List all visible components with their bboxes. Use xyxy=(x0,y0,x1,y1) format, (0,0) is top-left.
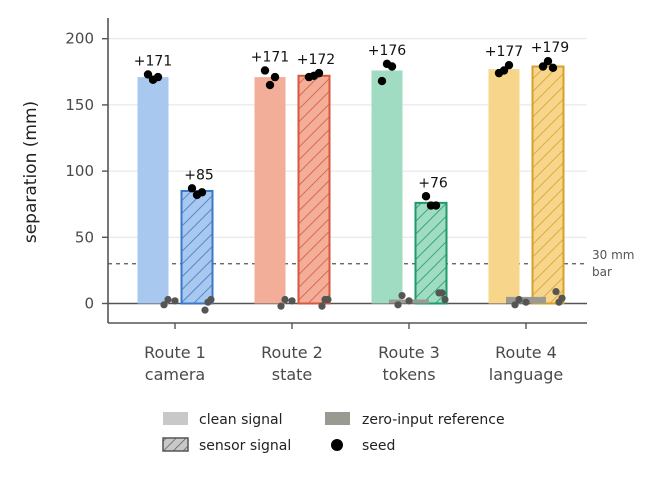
y-tick-label: 0 xyxy=(84,295,94,313)
seed-point-zero-clean xyxy=(171,297,179,305)
seed-point-zero-sensor xyxy=(441,295,449,304)
data-label-sensor: +85 xyxy=(184,167,214,183)
data-label-clean: +171 xyxy=(134,53,172,69)
x-tick-label-sub: tokens xyxy=(382,365,435,384)
bars xyxy=(137,65,565,305)
legend-item-sensor-signal: sensor signal xyxy=(162,437,291,454)
x-tick-label: Route 1 xyxy=(144,343,206,362)
seed-point-zero-sensor xyxy=(324,295,332,304)
data-label-clean: +176 xyxy=(368,43,407,59)
legend-label-clean: clean signal xyxy=(199,412,283,428)
x-tick-label-sub: state xyxy=(272,365,313,384)
legend-swatch-sensor xyxy=(162,437,189,452)
seed-point-sensor xyxy=(421,192,431,201)
seed-point-clean xyxy=(265,80,275,90)
seed-point-zero-sensor xyxy=(438,289,446,297)
reference-line-label: 30 mm xyxy=(592,248,634,262)
y-tick-label: 200 xyxy=(65,30,94,48)
y-tick-label: 50 xyxy=(75,228,94,246)
reference-line-label-2: bar xyxy=(592,265,612,279)
legend-swatch-clean xyxy=(163,412,188,425)
seed-point-zero-clean xyxy=(277,302,285,310)
bar-sensor-signal xyxy=(297,74,331,305)
seed-point-zero-clean xyxy=(394,301,402,309)
seed-point-sensor xyxy=(314,68,324,78)
data-label-sensor: +76 xyxy=(418,175,448,191)
x-tick-label-sub: language xyxy=(489,365,564,384)
seed-point-clean xyxy=(270,72,280,82)
data-label-clean: +171 xyxy=(251,49,289,65)
seed-point-sensor xyxy=(431,201,441,210)
data-labels: +171 +85 +171 +172 +176 +76 +177 +179 xyxy=(134,40,569,191)
legend-item-seed: seed xyxy=(331,438,395,454)
seed-point-zero-clean xyxy=(515,295,523,304)
seed-point-zero-sensor xyxy=(558,294,566,302)
seed-point-sensor xyxy=(548,63,558,73)
seed-points xyxy=(143,57,566,314)
seed-point-clean xyxy=(143,70,153,79)
seed-point-clean xyxy=(377,76,387,86)
seed-point-zero-clean xyxy=(522,298,530,306)
bar-clean-signal xyxy=(371,70,403,304)
y-tick-label: 100 xyxy=(65,162,94,180)
seed-point-sensor xyxy=(187,184,197,193)
bar-clean-signal xyxy=(254,77,286,304)
legend-item-zero-reference: zero-input reference xyxy=(325,412,505,428)
y-tick-label: 150 xyxy=(65,96,94,114)
data-label-sensor: +179 xyxy=(531,40,569,56)
bar-sensor-signal xyxy=(531,65,565,305)
legend-label-seed: seed xyxy=(362,438,395,454)
y-axis-label: separation (mm) xyxy=(21,101,41,243)
legend-item-clean-signal: clean signal xyxy=(163,412,283,428)
seed-point-clean xyxy=(153,72,163,82)
legend: clean signal sensor signal zero-input re… xyxy=(162,412,505,454)
seed-point-zero-clean xyxy=(511,301,519,309)
data-label-clean: +177 xyxy=(485,44,523,60)
bar-sensor-signal xyxy=(180,189,214,305)
bar-sensor-signal xyxy=(414,201,448,305)
seed-point-clean xyxy=(387,62,397,71)
x-ticks: Route 1 camera Route 2 state Route 3 tokens Ro… xyxy=(144,323,563,384)
reference-line-group: 30 mm bar xyxy=(108,248,634,279)
seed-point-clean xyxy=(499,66,509,75)
seed-point-zero-sensor xyxy=(201,306,209,314)
seed-point-sensor xyxy=(538,62,548,71)
seed-point-zero-clean xyxy=(160,301,168,309)
legend-swatch-zero xyxy=(325,412,350,425)
x-tick-label-sub: camera xyxy=(145,365,205,384)
seed-point-zero-clean xyxy=(288,297,296,305)
data-label-sensor: +172 xyxy=(297,52,335,68)
seed-point-sensor xyxy=(197,188,207,197)
seed-point-sensor xyxy=(543,57,553,66)
seed-point-zero-sensor xyxy=(552,287,560,296)
x-tick-label: Route 3 xyxy=(378,343,440,362)
seed-point-zero-clean xyxy=(281,295,289,304)
x-tick-label: Route 2 xyxy=(261,343,323,362)
seed-point-zero-sensor xyxy=(207,295,215,304)
bar-clean-signal xyxy=(488,69,520,304)
seed-point-clean xyxy=(260,66,270,75)
y-ticks: 0 50 100 150 200 xyxy=(65,30,108,313)
legend-label-zero: zero-input reference xyxy=(362,412,505,428)
seed-point-zero-clean xyxy=(164,295,172,304)
seed-point-zero-clean xyxy=(405,297,413,305)
legend-marker-seed xyxy=(331,439,343,451)
legend-label-sensor: sensor signal xyxy=(199,438,291,454)
seed-point-zero-sensor xyxy=(318,302,326,310)
seed-point-clean xyxy=(504,60,514,70)
x-tick-label: Route 4 xyxy=(495,343,557,362)
seed-point-zero-clean xyxy=(398,291,406,300)
bar-clean-signal xyxy=(137,77,169,304)
